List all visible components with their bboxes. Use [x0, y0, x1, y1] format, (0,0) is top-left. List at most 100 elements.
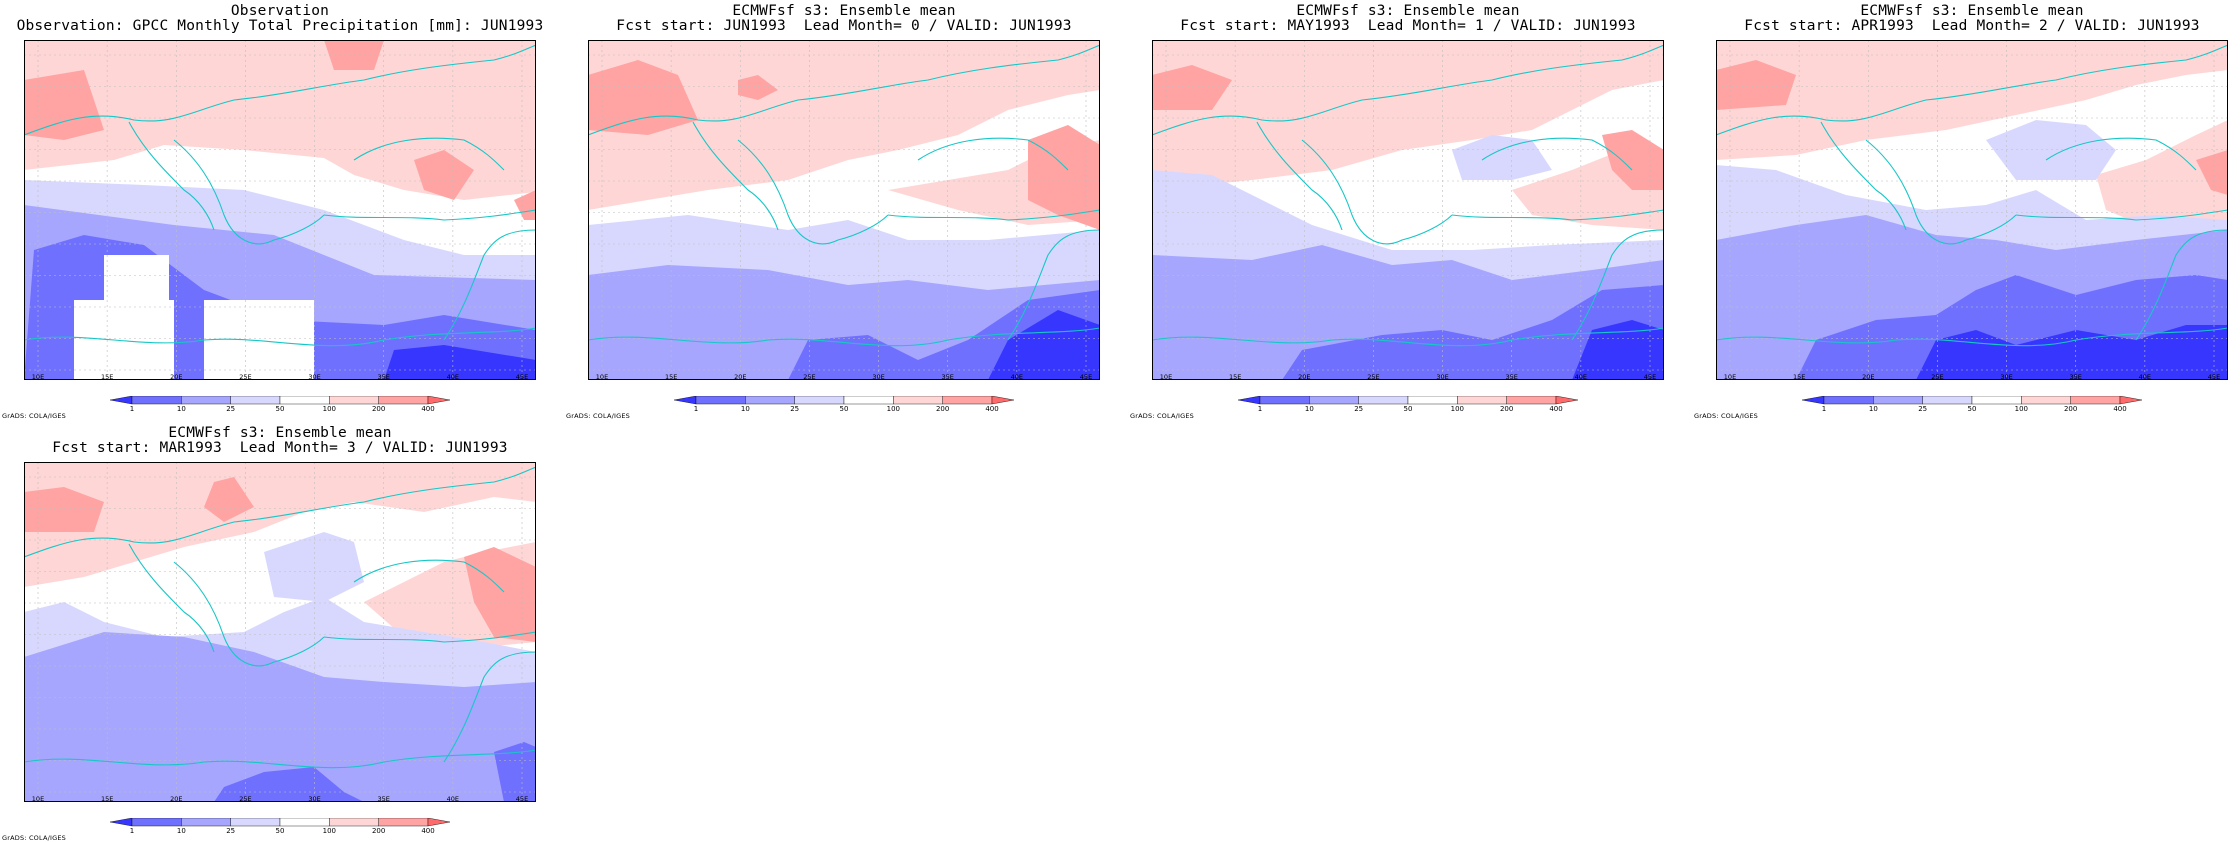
- colorbar-label: 200: [1500, 405, 1513, 412]
- colorbar-swatch: [427, 818, 450, 827]
- lon-tick-label: 40E: [1575, 373, 1587, 380]
- colorbar: 1 10 25 50 100 200 400: [110, 818, 450, 834]
- colorbar: 1 10 25 50 100 200 400: [110, 396, 450, 412]
- panel-title: ECMWFsf s3: Ensemble mean: [1860, 3, 2084, 19]
- gridlines: [1716, 40, 2228, 380]
- colorbar-swatch: [1238, 396, 1261, 405]
- map-frame: [588, 40, 1100, 380]
- colorbar-label: 25: [1918, 405, 1927, 412]
- panel-subtitle: Fcst start: APR1993 Lead Month= 2 / VALI…: [1744, 18, 2200, 34]
- map-panel-lead0: ECMWFsf s3: Ensemble mean Fcst start: JU…: [564, 0, 1124, 420]
- lon-tick-label: 20E: [1298, 373, 1310, 380]
- colorbar-label: 50: [276, 405, 285, 412]
- lon-tick-label: 25E: [1367, 373, 1379, 380]
- colorbar-swatch: [378, 818, 429, 827]
- colorbar-label: 400: [421, 827, 434, 834]
- zone-gt400: [24, 487, 104, 532]
- lon-tick-label: 30E: [2000, 373, 2012, 380]
- lon-tick-label: 10E: [596, 373, 608, 380]
- grads-credit: GrADS: COLA/IGES: [2, 412, 66, 420]
- colorbar-label: 200: [372, 827, 385, 834]
- colorbar-label: 50: [276, 827, 285, 834]
- colorbar-swatch: [1802, 396, 1825, 405]
- colorbar: 1 10 25 50 100 200 400: [1802, 396, 2142, 412]
- colorbar: 1 10 25 50 100 200 400: [674, 396, 1014, 412]
- colorbar-swatch: [230, 818, 281, 827]
- colorbar-swatch: [1555, 396, 1578, 405]
- map-panel-lead2: ECMWFsf s3: Ensemble mean Fcst start: AP…: [1692, 0, 2240, 420]
- colorbar-label: 200: [2064, 405, 2077, 412]
- lon-tick-label: 30E: [308, 795, 320, 802]
- zone-1-10: [214, 767, 364, 802]
- colorbar-label: 1: [1822, 405, 1826, 412]
- zone-1-10: [494, 742, 536, 802]
- colorbar-swatch: [893, 396, 943, 405]
- lon-tick-label: 25E: [239, 795, 251, 802]
- lon-tick-label: 45E: [516, 795, 528, 802]
- lon-tick-label: 40E: [1011, 373, 1023, 380]
- lon-tick-label: 25E: [239, 373, 251, 380]
- colorbar-label: 10: [177, 405, 186, 412]
- precip-map: 50N48N46N44N42N40N38N36N34N32N30N 10E15E…: [1716, 40, 2228, 380]
- coastlines: [24, 466, 536, 769]
- colorbar-label: 1: [130, 405, 134, 412]
- nodata-mask: [74, 300, 174, 380]
- lon-tick-label: 15E: [101, 373, 113, 380]
- zone-gt400: [1602, 130, 1664, 190]
- map-panel-lead1: ECMWFsf s3: Ensemble mean Fcst start: MA…: [1128, 0, 1688, 420]
- lon-tick-label: 20E: [170, 373, 182, 380]
- lon-tick-label: 25E: [803, 373, 815, 380]
- gridlines: [24, 462, 536, 802]
- colorbar-label: 400: [2113, 405, 2126, 412]
- lon-labels: 10E 15E 20E 25E 30E 35E 40E 45E: [32, 795, 528, 802]
- colorbar-swatch: [131, 396, 182, 405]
- colorbar-label: 50: [1404, 405, 1413, 412]
- panel-subtitle: Fcst start: MAY1993 Lead Month= 1 / VALI…: [1180, 18, 1636, 34]
- zone-gt400: [1152, 65, 1232, 110]
- gridlines: [1152, 40, 1664, 380]
- grads-credit: GrADS: COLA/IGES: [1130, 412, 1194, 420]
- colorbar-label: 1: [694, 405, 698, 412]
- colorbar-swatch: [991, 396, 1014, 405]
- zone-gt400: [204, 477, 254, 522]
- colorbar-swatch: [329, 396, 379, 405]
- colorbar-swatch: [181, 818, 231, 827]
- map-frame: [24, 462, 536, 802]
- colorbar-label: 400: [1549, 405, 1562, 412]
- zone-25-50: [1452, 135, 1552, 180]
- colorbar-label: 100: [1451, 405, 1464, 412]
- colorbar-label: 10: [1305, 405, 1314, 412]
- coastlines: [588, 44, 1100, 347]
- panel-subtitle: Fcst start: JUN1993 Lead Month= 0 / VALI…: [616, 18, 1072, 34]
- zone-gt400: [1716, 60, 1796, 110]
- grads-credit: GrADS: COLA/IGES: [566, 412, 630, 420]
- lon-tick-label: 40E: [2139, 373, 2151, 380]
- nodata-mask: [204, 300, 314, 380]
- colorbar-label: 400: [985, 405, 998, 412]
- lon-tick-label: 40E: [447, 795, 459, 802]
- zone-10-25: [24, 632, 536, 802]
- colorbar-swatch: [230, 396, 281, 405]
- map-frame: [1152, 40, 1664, 380]
- panel-title: ECMWFsf s3: Ensemble mean: [168, 425, 392, 441]
- lon-tick-label: 35E: [378, 373, 390, 380]
- lon-tick-label: 35E: [942, 373, 954, 380]
- colorbar-label: 100: [323, 405, 336, 412]
- lon-labels: 10E 15E 20E 25E 30E 35E 40E 45E: [596, 373, 1092, 380]
- zone-lt1: [1572, 320, 1664, 380]
- colorbar-label: 100: [2015, 405, 2028, 412]
- colorbar-swatch: [279, 818, 330, 827]
- colorbar-swatch: [2070, 396, 2121, 405]
- colorbar-swatch: [1971, 396, 2022, 405]
- colorbar-swatch: [1823, 396, 1874, 405]
- lon-tick-label: 45E: [1644, 373, 1656, 380]
- colorbar-swatch: [110, 818, 133, 827]
- panel-subtitle: Observation: GPCC Monthly Total Precipit…: [16, 18, 544, 34]
- zone-gt400: [464, 547, 536, 642]
- colorbar-swatch: [794, 396, 845, 405]
- lon-tick-label: 45E: [2208, 373, 2220, 380]
- lon-tick-label: 20E: [170, 795, 182, 802]
- grads-credit: GrADS: COLA/IGES: [2, 834, 66, 842]
- lon-tick-label: 35E: [1506, 373, 1518, 380]
- colorbar-label: 25: [226, 827, 235, 834]
